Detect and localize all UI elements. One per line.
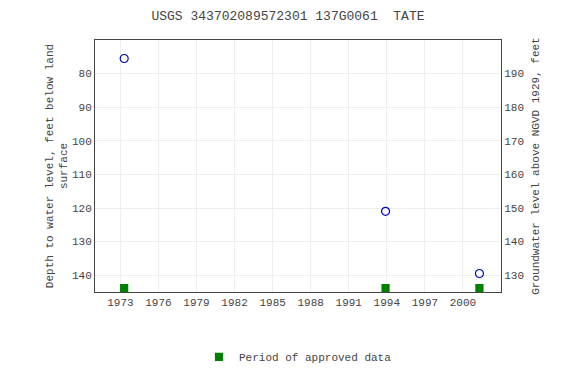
svg-text:Period of approved data: Period of approved data (239, 352, 391, 364)
svg-text:110: 110 (72, 169, 92, 181)
svg-text:130: 130 (504, 270, 524, 282)
svg-text:1985: 1985 (259, 297, 285, 309)
svg-text:150: 150 (504, 203, 524, 215)
svg-text:160: 160 (504, 169, 524, 181)
svg-text:USGS 343702089572301 137G0061: USGS 343702089572301 137G0061 TATE (151, 9, 424, 24)
svg-text:90: 90 (79, 102, 92, 114)
svg-text:140: 140 (72, 270, 92, 282)
svg-text:180: 180 (504, 102, 524, 114)
svg-text:1982: 1982 (221, 297, 247, 309)
svg-text:Depth to water level, feet bel: Depth to water level, feet below landsur… (44, 44, 70, 288)
svg-text:1994: 1994 (374, 297, 401, 309)
svg-text:100: 100 (72, 136, 92, 148)
svg-text:1997: 1997 (412, 297, 438, 309)
svg-text:170: 170 (504, 136, 524, 148)
svg-text:1988: 1988 (297, 297, 323, 309)
svg-text:190: 190 (504, 68, 524, 80)
svg-text:1976: 1976 (145, 297, 171, 309)
svg-text:130: 130 (72, 236, 92, 248)
svg-text:1973: 1973 (107, 297, 133, 309)
svg-text:2000: 2000 (450, 297, 476, 309)
svg-text:1991: 1991 (336, 297, 363, 309)
svg-text:Groundwater level above NGVD 1: Groundwater level above NGVD 1929, feet (530, 37, 542, 294)
svg-text:1979: 1979 (183, 297, 209, 309)
svg-text:80: 80 (79, 68, 92, 80)
svg-text:140: 140 (504, 236, 524, 248)
svg-text:120: 120 (72, 203, 92, 215)
